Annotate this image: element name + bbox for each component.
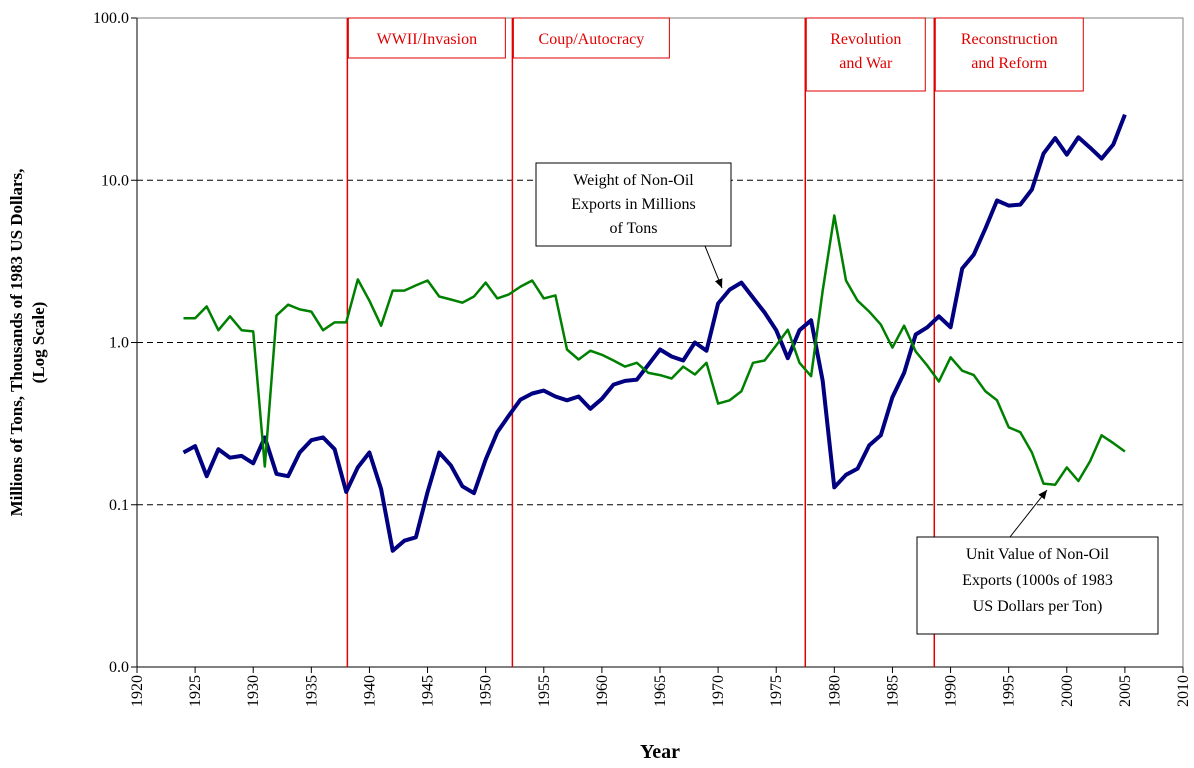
x-tick-label: 1920 [129,675,146,707]
x-tick-label: 1935 [303,675,320,707]
x-tick-label: 1960 [594,675,611,707]
callout-text: Exports in Millions [571,196,695,213]
callout-text: Exports (1000s of 1983 [962,572,1113,589]
x-tick-label: 2005 [1117,675,1134,707]
y-axis-label: Millions of Tons, Thousands of 1983 US D… [7,169,48,517]
x-tick-label: 2000 [1059,675,1076,707]
x-tick-label: 1995 [1001,675,1018,707]
x-tick-label: 2010 [1175,675,1192,707]
x-tick-label: 1975 [768,675,785,707]
y-axis-label-line: (Log Scale) [29,302,48,384]
y-tick-label: 0.0 [109,659,129,676]
series-line [183,214,1126,486]
x-tick-label: 1970 [710,675,727,707]
x-tick-label: 1950 [478,675,495,707]
x-tick-label: 1980 [826,675,843,707]
period-label-box [347,17,506,59]
x-tick-label: 1945 [420,675,437,707]
callout-text: of Tons [610,220,658,237]
period-label-box [805,17,926,92]
x-tick-label: 1985 [884,675,901,707]
callout-arrow [704,245,723,289]
period-label: Reconstruction [961,31,1058,48]
period-label: and War [839,55,893,72]
period-label: Revolution [830,31,901,48]
y-axis-label-line: Millions of Tons, Thousands of 1983 US D… [7,169,26,517]
x-axis-label: Year [640,741,680,763]
series-line [182,113,1127,553]
callout-box [535,162,732,247]
callout-text: US Dollars per Ton) [973,598,1103,615]
period-label: Coup/Autocracy [539,31,645,48]
x-tick-label: 1965 [652,675,669,707]
y-tick-label: 100.0 [93,10,129,27]
period-label-box [512,17,670,59]
period-label: WWII/Invasion [377,31,477,48]
callout-box [916,536,1159,635]
y-tick-label: 0.1 [109,497,129,514]
callout-text: Unit Value of Non-Oil [966,546,1110,563]
x-tick-label: 1940 [361,675,378,707]
period-label-box [934,17,1084,92]
x-tick-label: 1925 [187,675,204,707]
x-tick-label: 1955 [536,675,553,707]
x-tick-label: 1990 [943,675,960,707]
x-tick-label: 1930 [245,675,262,707]
period-label: and Reform [971,55,1048,72]
y-tick-label: 10.0 [101,172,129,189]
y-tick-label: 1.0 [109,335,129,352]
callout-arrow [1009,489,1048,538]
callout-text: Weight of Non-Oil [573,172,694,189]
